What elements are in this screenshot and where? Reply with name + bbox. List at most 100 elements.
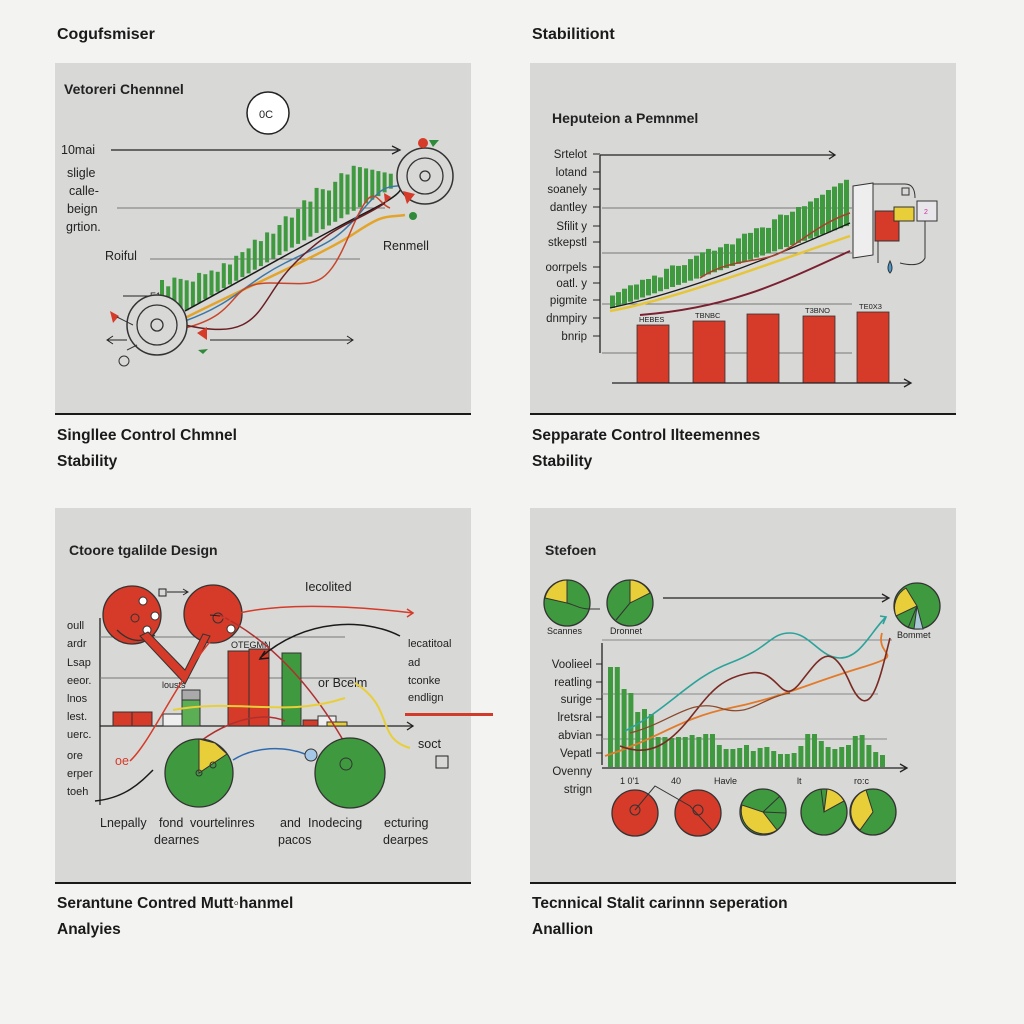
green-bar (723, 749, 729, 767)
green-bar (730, 749, 736, 767)
curve-red (219, 614, 348, 748)
bottom-label: Lnepally (100, 816, 147, 830)
bottom-label: pacos (278, 833, 311, 847)
label-or-bcelm: or Bcelm (318, 676, 367, 690)
green-bar (670, 265, 675, 287)
arrow-head (391, 145, 402, 155)
green-bar (662, 737, 668, 767)
green-bar (778, 214, 783, 250)
y-label: reatling (554, 677, 592, 689)
green-bars (160, 165, 393, 325)
arrow-head (406, 608, 415, 618)
green-bar (808, 201, 813, 239)
x-label: lt (797, 776, 802, 786)
green-bar (197, 272, 202, 303)
svg-text:2: 2 (924, 209, 928, 216)
arrow-head (903, 378, 913, 388)
green-bar (221, 263, 226, 289)
green-bar (240, 252, 245, 278)
green-bar (818, 741, 824, 767)
green-bar (648, 714, 654, 767)
red-marker (110, 311, 119, 323)
green-bar (814, 198, 819, 237)
right-rotor (396, 147, 454, 205)
green-bar (246, 248, 251, 274)
green-bar (655, 737, 661, 767)
green-bar (689, 735, 695, 767)
green-bar (737, 748, 743, 767)
trend-maroon (639, 250, 851, 316)
green-bar (802, 206, 807, 241)
curve-brown (619, 637, 891, 751)
green-bar (710, 734, 715, 767)
green-bar (825, 747, 831, 767)
green-bar (716, 745, 722, 767)
curve-teal (624, 617, 886, 732)
green-bar (838, 183, 843, 229)
green-bar (364, 168, 369, 204)
connector (209, 614, 221, 617)
pie-label: Scannes (547, 626, 583, 636)
left-label: 10mai (61, 143, 95, 157)
right-label: lecatitoal (408, 638, 451, 650)
green-bar (852, 736, 858, 767)
bottom-label: and (280, 816, 301, 830)
green-bar (658, 277, 663, 292)
trend-red (699, 212, 851, 279)
caption-line: Analyies (57, 921, 121, 938)
green-bar (628, 285, 633, 302)
y-label: bnrip (561, 331, 587, 343)
green-bar (283, 216, 288, 252)
green-bars (608, 667, 885, 767)
green-bar (873, 752, 879, 767)
green-bar (736, 238, 741, 264)
node-circle (118, 355, 130, 367)
y-label: dantley (550, 202, 587, 214)
trend-yellow (609, 234, 851, 313)
trend-black (609, 222, 851, 309)
left-label: toeh (67, 786, 88, 798)
green-bar (642, 709, 647, 767)
bottom-label: dearnes (154, 833, 199, 847)
arrow-head (879, 615, 888, 625)
left-label: ardr (67, 638, 87, 650)
green-bar (754, 228, 759, 258)
caption-line: Singllee Control Chmnel (57, 427, 237, 444)
green-bar (812, 734, 817, 767)
left-label: eeor. (67, 675, 91, 687)
green-bar (172, 277, 177, 318)
y-label: Ovenny (552, 766, 592, 778)
bottom-pies (611, 785, 897, 837)
bottom-label: vourtelinres (190, 816, 255, 830)
badge-circle (246, 91, 290, 135)
green-bar (784, 215, 789, 248)
curve-red (129, 615, 236, 762)
green-bar (621, 689, 627, 767)
green-bar (646, 279, 651, 296)
checkbox-icon (435, 755, 449, 769)
panel4-title: Stefoen (545, 542, 596, 558)
green-bar (826, 190, 831, 233)
green-bar (252, 239, 257, 270)
v-connector (139, 631, 211, 685)
caption-line: Tecnnical Stalit carinnn seperation (532, 895, 788, 912)
green-bar (682, 737, 688, 767)
curve-brown (184, 202, 386, 331)
y-label: lretsral (557, 712, 592, 724)
green-bar (760, 227, 765, 256)
badge-label: 0C (259, 109, 273, 121)
x-labels: 1 0'1 40 Havle lt ro:c (620, 776, 870, 786)
red-dot (418, 138, 428, 148)
red-bars: HEBES TBNBC T3BNO TE0X3 (636, 302, 890, 384)
y-label: pigmite (550, 295, 587, 307)
red-node-left (102, 585, 162, 645)
caption-panel1: Singllee Control Chmnel Stability (57, 423, 237, 475)
green-bar (771, 751, 777, 767)
panel-separate-control: Heputeion a Pemnmel Srtelot lotand soanely… (530, 63, 956, 415)
red-bar (746, 313, 780, 384)
green-bar (844, 179, 849, 227)
green-dot (409, 212, 417, 220)
panel-multichannel: Ctoore tgalilde Design Iecolited oull ard… (55, 508, 471, 884)
green-bar (866, 745, 872, 767)
y-labels: Voolieel reatling surige lretsral abvian Vepa… (552, 659, 602, 796)
